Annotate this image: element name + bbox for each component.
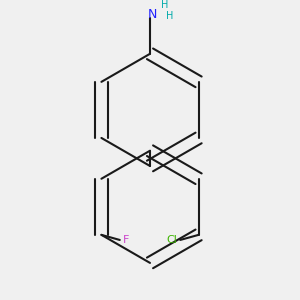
Text: F: F	[123, 235, 129, 245]
Text: N: N	[147, 8, 157, 20]
Text: Cl: Cl	[167, 235, 178, 245]
Text: H: H	[160, 0, 168, 10]
Text: H: H	[166, 11, 173, 21]
